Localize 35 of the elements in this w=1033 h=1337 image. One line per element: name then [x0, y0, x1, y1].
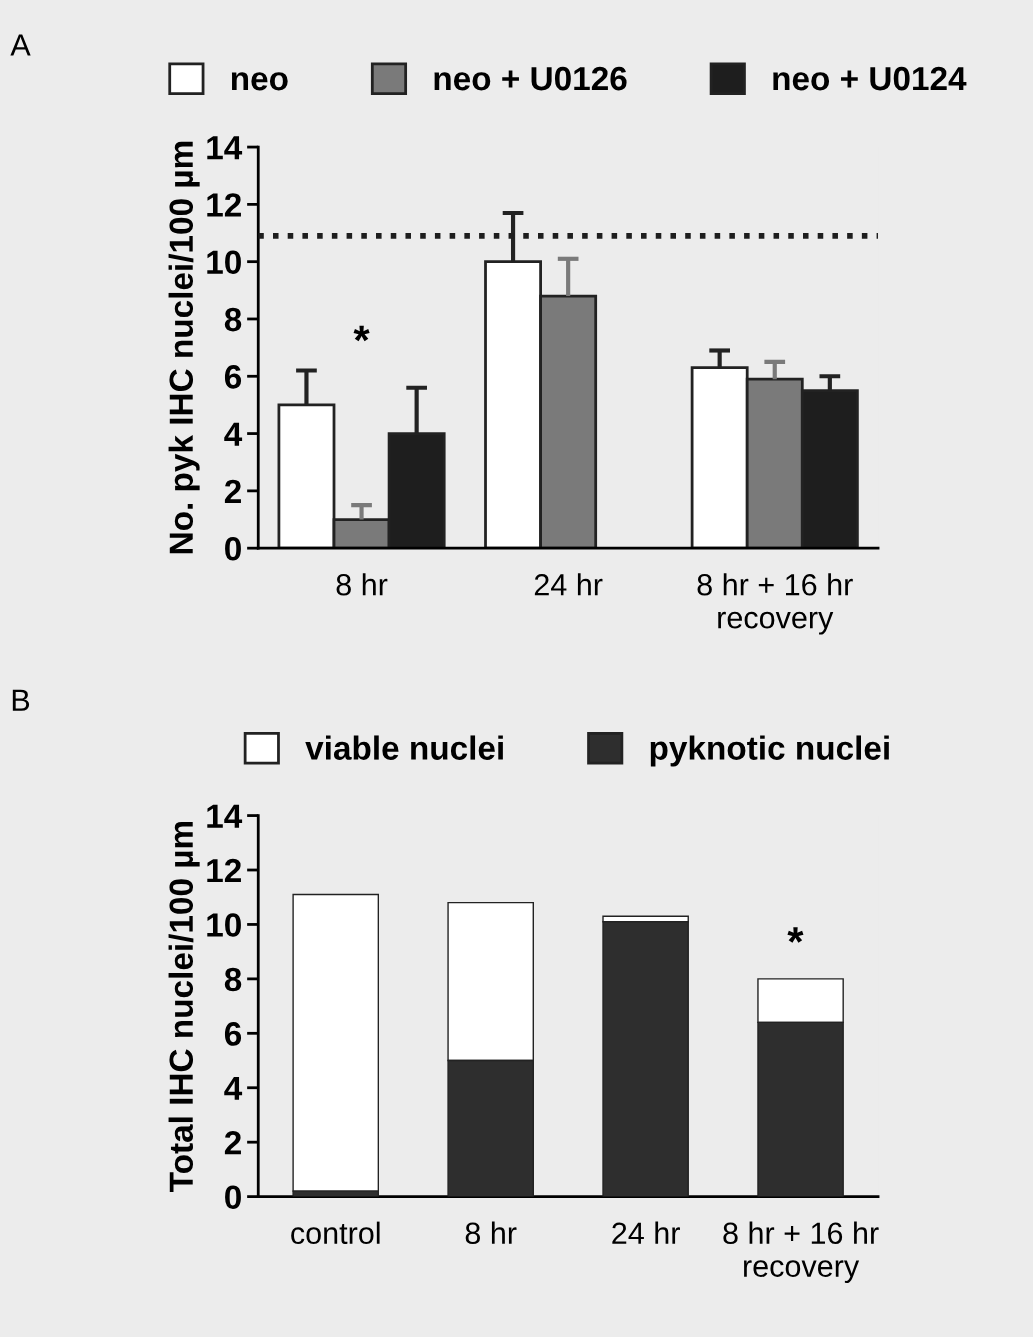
y-tick-label: 2	[224, 479, 241, 503]
y-axis-title: No. pyk IHC nuclei/100 µm	[168, 141, 200, 554]
y-axis-title: Total IHC nuclei/100 µm	[168, 821, 200, 1192]
y-tick-label: 14	[207, 136, 243, 160]
annotation: *	[787, 927, 804, 943]
y-tick-label: 14	[207, 804, 243, 828]
y-tick-label: 10	[207, 250, 241, 275]
y-tick-label: 8	[224, 967, 242, 992]
y-tick-label: 12	[207, 193, 241, 217]
y-tick-label: 12	[207, 858, 241, 883]
x-tick-label: 8 hr + 16 hr recovery	[697, 573, 853, 635]
y-tick-label: 2	[224, 1130, 241, 1155]
x-tick-label: 8 hr	[465, 1221, 517, 1245]
y-tick-label: 6	[224, 1022, 242, 1046]
x-tick-label: 24 hr	[534, 573, 603, 596]
x-tick-label: 8 hr	[336, 573, 388, 596]
bar	[292, 893, 380, 1192]
y-tick-label: 10	[207, 913, 241, 937]
legend-label: pyknotic nuclei	[650, 735, 889, 767]
y-tick-label: 0	[225, 1185, 241, 1210]
legend-label: neo + U0126	[434, 66, 627, 91]
legend-label: viable nuclei	[305, 735, 503, 760]
y-tick-label: 4	[224, 422, 243, 446]
text: B	[12, 689, 30, 711]
x-tick-label: 24 hr	[612, 1221, 680, 1244]
legend-label: neo	[231, 72, 288, 91]
y-tick-label: 8	[224, 307, 242, 332]
y-tick-label: 0	[225, 536, 241, 561]
legend-label: neo + U0124	[773, 66, 967, 91]
annotation: *	[353, 325, 370, 342]
y-tick-label: 6	[224, 365, 242, 389]
x-tick-label: 8 hr + 16 hr recovery	[723, 1221, 879, 1284]
x-tick-label: control	[291, 1221, 380, 1245]
text: A	[10, 34, 31, 56]
y-tick-label: 4	[224, 1076, 243, 1100]
